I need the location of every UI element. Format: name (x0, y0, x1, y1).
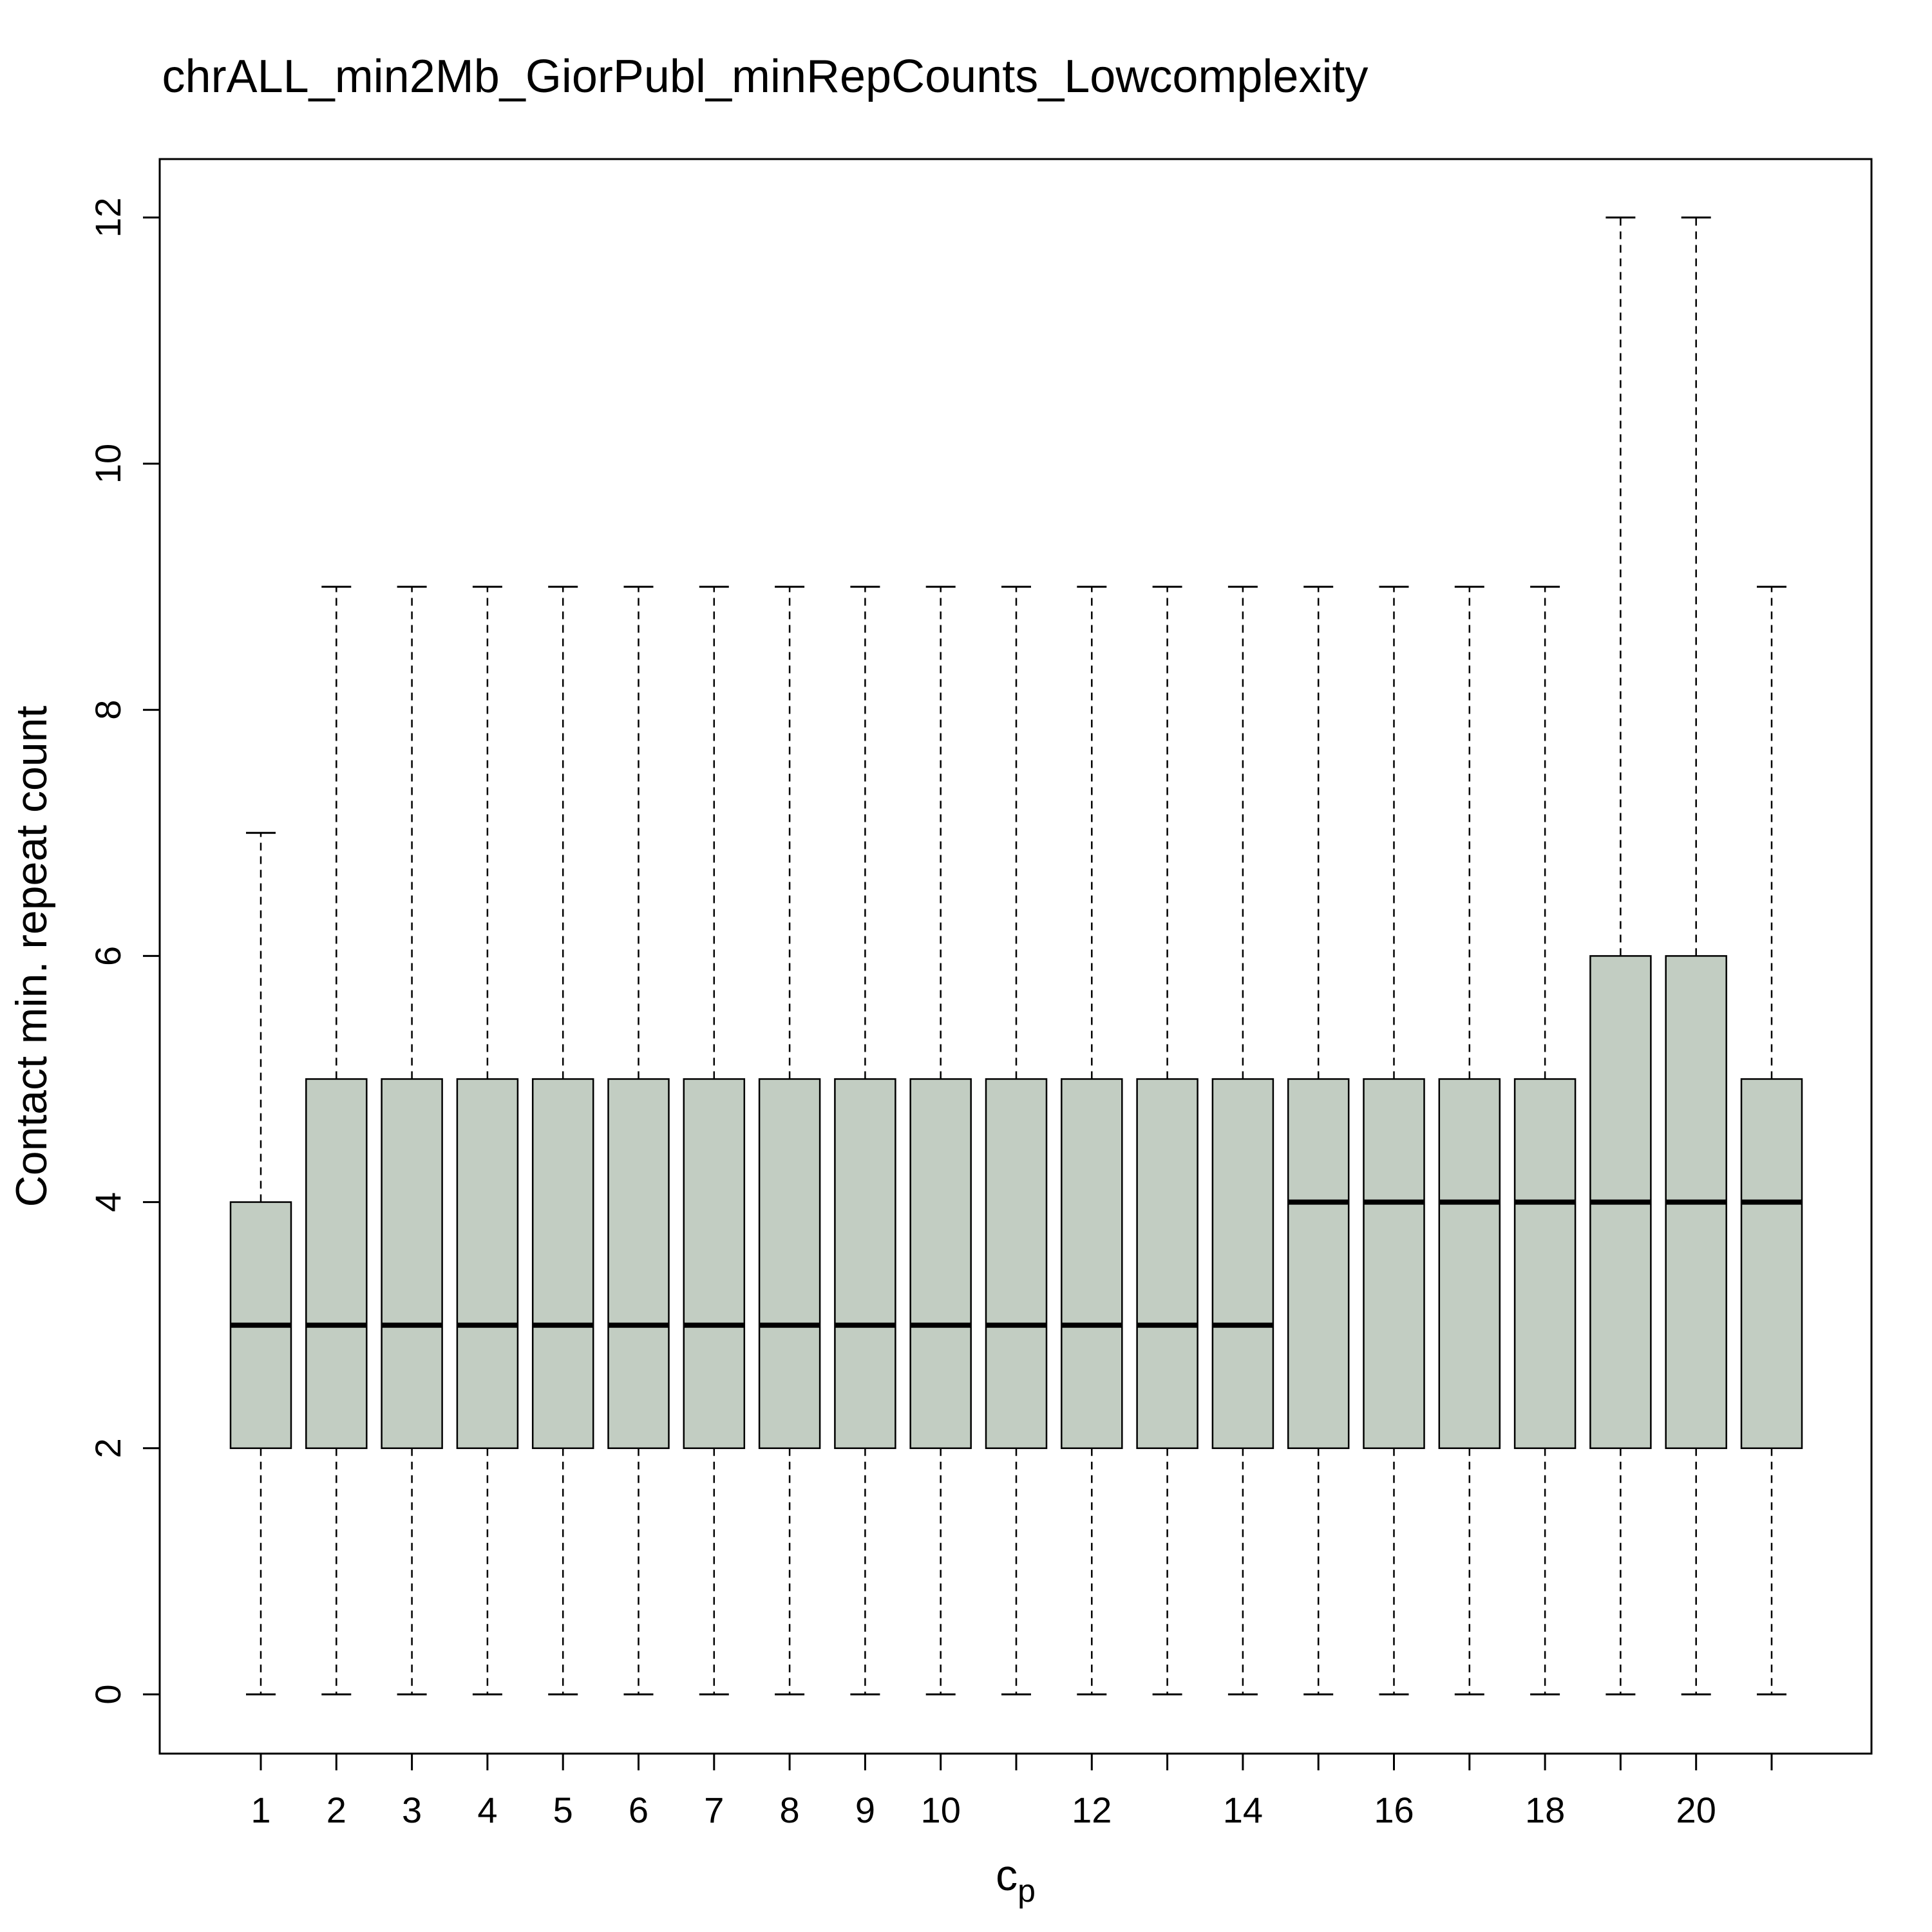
box-body (1740, 1078, 1803, 1450)
x-tick-label: 12 (1072, 1790, 1112, 1830)
box-4 (456, 585, 519, 1696)
box-17 (1438, 585, 1501, 1696)
x-axis: 1 2 3 4 5 6 7 8 9 10 12 14 16 18 20 (251, 1754, 1773, 1830)
box-5 (531, 585, 594, 1696)
box-2 (305, 585, 368, 1696)
boxes-layer (229, 216, 1803, 1696)
y-tick-label: 10 (88, 444, 128, 484)
x-tick-label: 18 (1525, 1790, 1565, 1830)
box-18 (1513, 585, 1577, 1696)
box-7 (683, 585, 746, 1696)
box-body (1513, 1078, 1577, 1450)
box-body (834, 1078, 896, 1450)
box-8 (758, 585, 821, 1696)
box-20 (1665, 216, 1727, 1696)
box-1 (229, 831, 292, 1696)
y-tick-label: 12 (88, 198, 128, 238)
box-6 (607, 585, 670, 1696)
box-body (1438, 1078, 1501, 1450)
x-axis-label-subscript: p (1018, 1873, 1036, 1909)
x-tick-label: 1 (251, 1790, 270, 1830)
box-body (1211, 1078, 1274, 1450)
x-tick-label: 8 (780, 1790, 800, 1830)
x-tick-label: 4 (477, 1790, 497, 1830)
box-3 (381, 585, 443, 1696)
x-tick-label: 3 (402, 1790, 422, 1830)
x-tick-label: 9 (855, 1790, 875, 1830)
box-body (1061, 1078, 1123, 1450)
y-tick-label: 6 (88, 946, 128, 966)
box-19 (1589, 216, 1652, 1696)
x-tick-label: 7 (704, 1790, 724, 1830)
box-15 (1287, 585, 1350, 1696)
y-axis: 0 2 4 6 8 10 12 (88, 198, 160, 1705)
box-21 (1740, 585, 1803, 1696)
box-body (909, 1078, 972, 1450)
box-body (985, 1078, 1048, 1450)
box-16 (1363, 585, 1425, 1696)
box-body (1136, 1078, 1198, 1450)
box-body (758, 1078, 821, 1450)
box-body (456, 1078, 519, 1450)
y-tick-label: 2 (88, 1438, 128, 1458)
box-9 (834, 585, 896, 1696)
box-body (305, 1078, 368, 1450)
box-body (531, 1078, 594, 1450)
x-axis-label-main: c (996, 1851, 1018, 1900)
x-axis-label: cp (996, 1851, 1036, 1909)
y-tick-label: 8 (88, 700, 128, 720)
box-14 (1211, 585, 1274, 1696)
box-body (381, 1078, 443, 1450)
x-tick-label: 16 (1374, 1790, 1414, 1830)
chart-title: chrALL_min2Mb_GiorPubl_minRepCounts_Lowc… (162, 51, 1368, 102)
x-tick-label: 20 (1676, 1790, 1716, 1830)
x-tick-label: 2 (327, 1790, 346, 1830)
x-tick-label: 6 (629, 1790, 649, 1830)
box-12 (1061, 585, 1123, 1696)
box-10 (909, 585, 972, 1696)
y-axis-label: Contact min. repeat count (7, 706, 56, 1208)
box-body (683, 1078, 746, 1450)
box-13 (1136, 585, 1198, 1696)
box-11 (985, 585, 1048, 1696)
box-body (1363, 1078, 1425, 1450)
box-body (607, 1078, 670, 1450)
y-tick-label: 0 (88, 1684, 128, 1704)
box-body (1287, 1078, 1350, 1450)
x-tick-label: 14 (1223, 1790, 1263, 1830)
x-tick-label: 10 (921, 1790, 961, 1830)
x-tick-label: 5 (553, 1790, 573, 1830)
y-tick-label: 4 (88, 1192, 128, 1212)
